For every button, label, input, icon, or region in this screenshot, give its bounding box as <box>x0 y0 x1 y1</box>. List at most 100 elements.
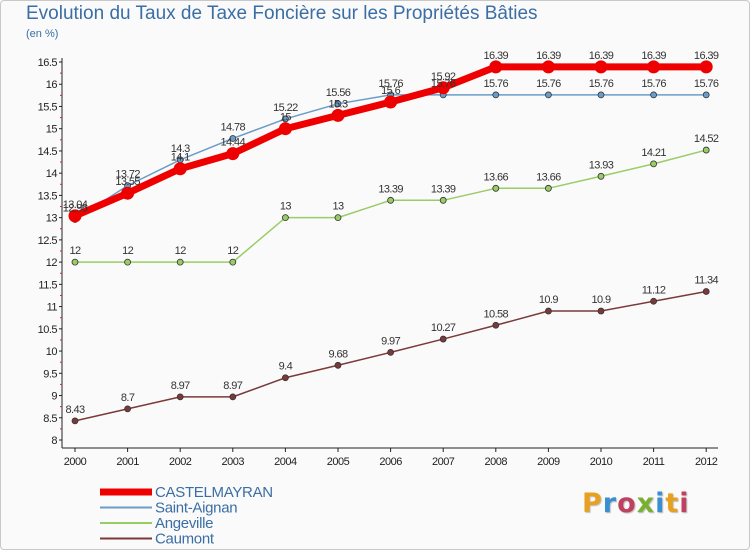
logo-letter: P <box>582 488 603 519</box>
data-label: 13.72 <box>115 169 140 181</box>
data-point <box>492 321 500 329</box>
data-label: 12 <box>69 245 81 257</box>
data-point <box>439 196 447 204</box>
data-point <box>439 335 447 343</box>
data-label: 13 <box>280 201 292 213</box>
y-tick-label: 15.5 <box>38 101 58 113</box>
data-label: 11.34 <box>694 274 718 286</box>
y-tick-label: 10 <box>46 346 58 358</box>
x-tick-label: 2009 <box>537 456 560 468</box>
data-label: 16.39 <box>484 50 509 62</box>
data-point <box>702 288 710 295</box>
legend-label: Angeville <box>155 515 213 532</box>
logo-letter: r <box>602 488 618 519</box>
data-label: 15.56 <box>326 87 351 99</box>
data-label: 10.27 <box>431 322 456 334</box>
data-label: 9.68 <box>328 348 347 360</box>
x-tick-label: 2002 <box>169 456 192 468</box>
data-point <box>176 258 184 266</box>
data-point <box>124 258 131 266</box>
x-tick-label: 2006 <box>379 456 402 468</box>
data-label: 13 <box>332 201 344 213</box>
data-point <box>173 162 187 176</box>
data-point <box>281 374 289 382</box>
y-tick-label: 11.5 <box>38 279 57 291</box>
data-point <box>281 115 289 123</box>
legend-label: CASTELMAYRAN <box>155 484 273 501</box>
data-point <box>597 307 605 315</box>
data-label: 13.66 <box>536 171 561 183</box>
logo-letter: t <box>665 488 680 519</box>
y-tick-label: 8.5 <box>43 413 57 425</box>
data-point <box>650 297 657 305</box>
y-tick-label: 14.5 <box>38 146 58 158</box>
logo-letter: x <box>636 488 656 519</box>
data-point <box>71 258 79 266</box>
x-tick-label: 2011 <box>643 456 665 468</box>
data-label: 14.1 <box>171 152 190 164</box>
axes: 8 8.5 9 9.5 10 10.5 11 11.5 12 12.5 13 13.5 14 14.5 15… <box>38 57 719 468</box>
data-label: 10.9 <box>539 294 558 306</box>
data-point <box>699 60 713 74</box>
series-line <box>74 290 707 422</box>
logo-letter: i <box>679 488 690 519</box>
x-tick-label: 2007 <box>432 456 455 468</box>
data-label: 13.55 <box>115 176 140 188</box>
data-label: 12.96 <box>63 202 88 214</box>
data-label: 15 <box>280 112 292 124</box>
data-label: 15.92 <box>431 71 456 83</box>
y-tick-label: 16 <box>46 79 58 91</box>
data-point <box>334 214 342 222</box>
data-point <box>594 60 608 74</box>
series-castelmayran <box>68 60 713 223</box>
data-labels: 13.04 13.55 14.1 14.44 15 15.3 15.6 15.92 16.39 1… <box>63 50 720 416</box>
data-label: 15.76 <box>378 78 403 90</box>
data-label: 15.76 <box>484 78 509 90</box>
data-label: 13.66 <box>484 171 509 183</box>
data-point <box>331 108 345 122</box>
y-tick-label: 10.5 <box>38 324 58 336</box>
series-angeville <box>71 146 710 266</box>
y-tick-label: 12.5 <box>38 235 58 247</box>
data-label: 15.22 <box>273 102 298 114</box>
data-point <box>278 122 292 136</box>
data-point <box>702 91 710 99</box>
data-label: 13.39 <box>378 183 403 195</box>
logo-letter: o <box>617 488 637 519</box>
data-point <box>647 60 661 74</box>
data-label: 16.39 <box>641 50 666 62</box>
data-label: 12 <box>175 245 187 257</box>
data-point <box>702 146 710 154</box>
data-label: 12 <box>122 245 134 257</box>
unit-label: (en %) <box>26 28 59 40</box>
data-point <box>545 91 552 99</box>
data-label: 14.44 <box>221 137 246 149</box>
data-label: 8.43 <box>65 404 84 416</box>
data-point <box>492 91 500 99</box>
x-tick-label: 2012 <box>695 456 718 468</box>
x-tick-label: 2003 <box>222 456 245 468</box>
y-tick-label: 8 <box>51 435 57 447</box>
data-point <box>229 258 237 266</box>
data-label: 14.78 <box>221 121 246 133</box>
data-point <box>541 60 555 74</box>
data-point <box>436 81 450 95</box>
data-label: 13.04 <box>63 199 88 211</box>
data-label: 10.58 <box>484 308 509 320</box>
y-tick-label: 13 <box>46 213 58 225</box>
data-point <box>489 60 503 74</box>
data-point <box>121 186 135 200</box>
data-label: 14.52 <box>694 133 719 145</box>
series-layer <box>68 60 713 425</box>
y-tick-label: 14 <box>46 168 58 180</box>
data-label: 8.97 <box>171 380 190 392</box>
chart-title: Evolution du Taux de Taxe Foncière sur l… <box>26 3 538 24</box>
data-point <box>226 147 240 161</box>
data-point <box>71 417 79 425</box>
y-tick-label: 12 <box>46 257 58 269</box>
data-label: 9.97 <box>381 335 400 347</box>
data-label: 9.4 <box>279 361 293 373</box>
